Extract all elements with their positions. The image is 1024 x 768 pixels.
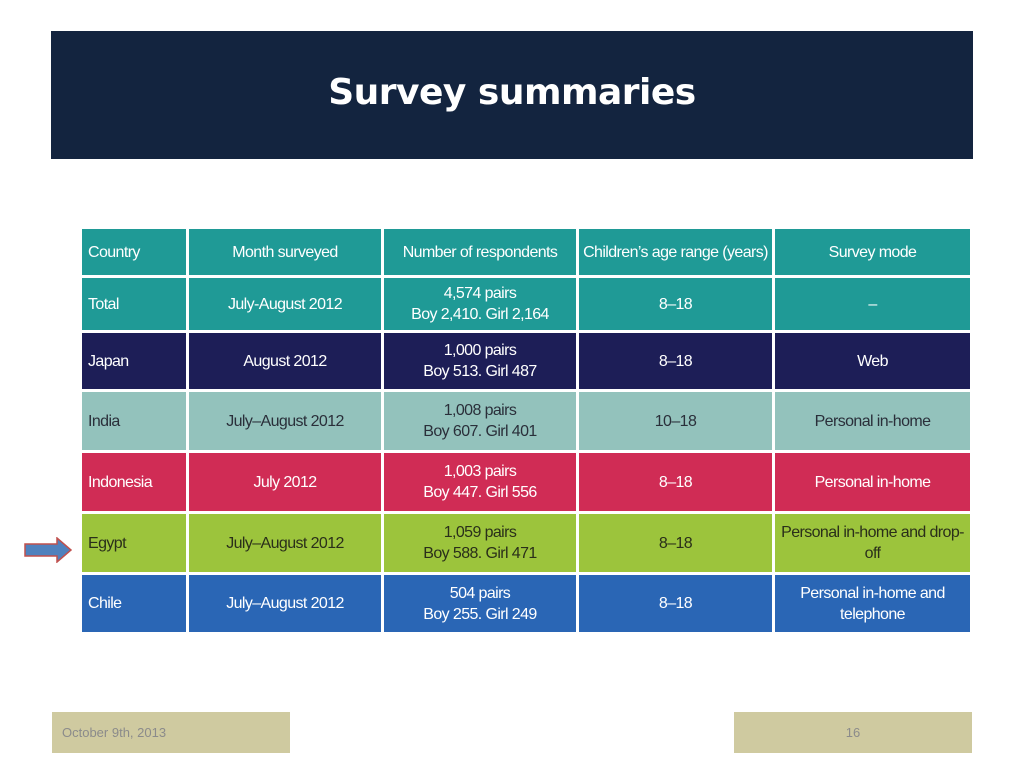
- cell-age-range: 8–18: [579, 278, 772, 330]
- cell-respondents: 4,574 pairs Boy 2,410. Girl 2,164: [384, 278, 576, 330]
- header-survey-mode: Survey mode: [775, 229, 970, 275]
- title-banner: Survey summaries: [51, 31, 973, 159]
- cell-month: July 2012: [189, 453, 381, 511]
- header-respondents: Number of respondents: [384, 229, 576, 275]
- respondents-split: Boy 2,410. Girl 2,164: [411, 306, 549, 323]
- table-header-row: Country Month surveyed Number of respond…: [82, 229, 970, 275]
- respondents-split: Boy 255. Girl 249: [423, 605, 537, 623]
- respondents-pairs: 504 pairs: [449, 584, 511, 602]
- header-month: Month surveyed: [189, 229, 381, 275]
- cell-country: Egypt: [82, 514, 186, 572]
- cell-country: Chile: [82, 575, 186, 632]
- footer-date-text: October 9th, 2013: [62, 725, 167, 740]
- cell-age-range: 8–18: [579, 575, 772, 632]
- cell-respondents: 1,008 pairs Boy 607. Girl 401: [384, 392, 576, 450]
- cell-country: India: [82, 392, 186, 450]
- header-country: Country: [82, 229, 186, 275]
- slide-title: Survey summaries: [328, 71, 696, 113]
- cell-month: August 2012: [189, 333, 381, 389]
- respondents-split: Boy 447. Girl 556: [423, 484, 537, 501]
- respondents-pairs: 1,003 pairs: [443, 463, 517, 480]
- cell-country: Total: [82, 278, 186, 330]
- cell-age-range: 10–18: [579, 392, 772, 450]
- cell-respondents: 1,059 pairs Boy 588. Girl 471: [384, 514, 576, 572]
- cell-age-range: 8–18: [579, 514, 772, 572]
- cell-month: July–August 2012: [189, 392, 381, 450]
- header-age-range: Children’s age range (years): [579, 229, 772, 275]
- table-row: Japan August 2012 1,000 pairs Boy 513. G…: [82, 333, 970, 389]
- cell-country: Indonesia: [82, 453, 186, 511]
- respondents-pairs: 1,000 pairs: [443, 342, 517, 359]
- cell-month: July-August 2012: [189, 278, 381, 330]
- cell-survey-mode: Personal in-home and telephone: [775, 575, 970, 632]
- respondents-split: Boy 588. Girl 471: [423, 545, 537, 562]
- respondents-split: Boy 607. Girl 401: [423, 423, 537, 440]
- cell-respondents: 1,003 pairs Boy 447. Girl 556: [384, 453, 576, 511]
- cell-survey-mode: Personal in-home and drop-off: [775, 514, 970, 572]
- table-row: India July–August 2012 1,008 pairs Boy 6…: [82, 392, 970, 450]
- cell-survey-mode: Personal in-home: [775, 453, 970, 511]
- table-row: Indonesia July 2012 1,003 pairs Boy 447.…: [82, 453, 970, 511]
- respondents-pairs: 1,059 pairs: [443, 524, 517, 541]
- footer-date: October 9th, 2013: [52, 712, 290, 753]
- cell-age-range: 8–18: [579, 333, 772, 389]
- table-row: Total July-August 2012 4,574 pairs Boy 2…: [82, 278, 970, 330]
- table-row: Chile July–August 2012 504 pairs Boy 255…: [82, 575, 970, 632]
- cell-survey-mode: –: [775, 278, 970, 330]
- cell-survey-mode: Web: [775, 333, 970, 389]
- cell-month: July–August 2012: [189, 514, 381, 572]
- respondents-pairs: 1,008 pairs: [443, 402, 517, 419]
- survey-table: Country Month surveyed Number of respond…: [79, 226, 973, 635]
- cell-respondents: 504 pairs Boy 255. Girl 249: [384, 575, 576, 632]
- footer-page-number: 16: [734, 712, 972, 753]
- right-arrow-icon: [24, 537, 72, 563]
- cell-country: Japan: [82, 333, 186, 389]
- respondents-pairs: 4,574 pairs: [443, 285, 517, 302]
- cell-month: July–August 2012: [189, 575, 381, 632]
- cell-age-range: 8–18: [579, 453, 772, 511]
- table-row: Egypt July–August 2012 1,059 pairs Boy 5…: [82, 514, 970, 572]
- cell-survey-mode: Personal in-home: [775, 392, 970, 450]
- respondents-split: Boy 513. Girl 487: [423, 363, 537, 380]
- page-number-text: 16: [845, 725, 861, 740]
- cell-respondents: 1,000 pairs Boy 513. Girl 487: [384, 333, 576, 389]
